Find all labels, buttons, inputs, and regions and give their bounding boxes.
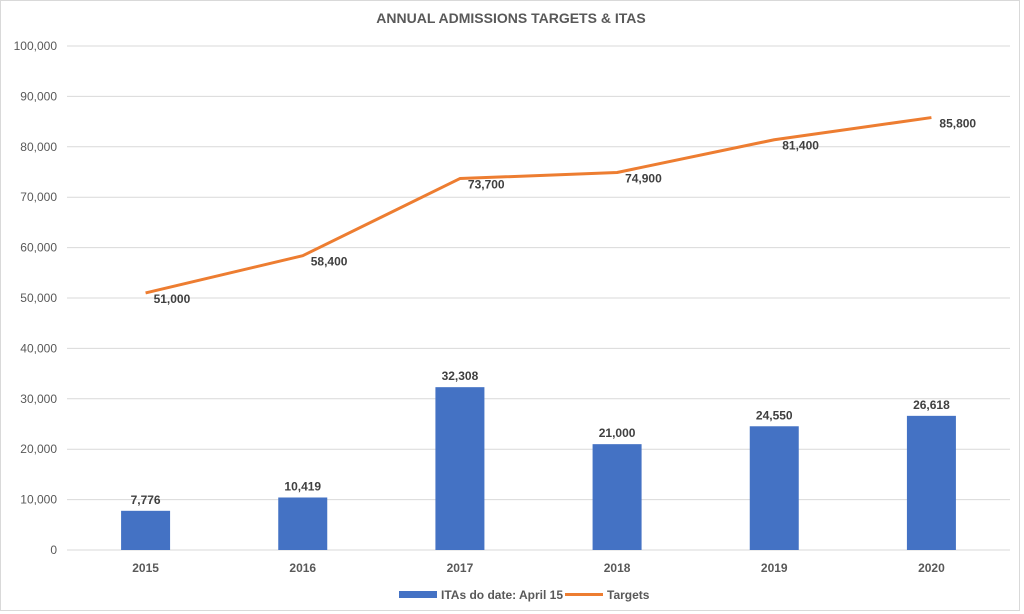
x-category-label: 2019 <box>761 561 788 575</box>
y-tick-label: 10,000 <box>20 493 57 507</box>
legend-label-itas: ITAs do date: April 15 <box>441 588 563 602</box>
bar-data-label: 7,776 <box>131 493 161 507</box>
x-category-label: 2016 <box>289 561 316 575</box>
x-category-label: 2015 <box>132 561 159 575</box>
y-tick-label: 70,000 <box>20 190 57 204</box>
legend-label-targets: Targets <box>607 588 650 602</box>
y-axis-ticks: 0 10,000 20,000 30,000 40,000 50,000 60,000 70,… <box>14 39 58 557</box>
y-tick-label: 40,000 <box>20 341 57 355</box>
chart-title: ANNUAL ADMISSIONS TARGETS & ITAS <box>376 10 645 26</box>
y-tick-label: 80,000 <box>20 140 57 154</box>
legend: ITAs do date: April 15 Targets <box>399 588 650 602</box>
targets-line <box>145 116 932 295</box>
bar <box>906 415 956 550</box>
legend-swatch-itas <box>399 591 437 598</box>
y-tick-label: 90,000 <box>20 89 57 103</box>
bar <box>592 444 642 550</box>
bar <box>121 510 171 550</box>
bar-series-itas: 7,776 10,419 32,308 21,000 24,550 26,618 <box>121 369 956 550</box>
gridlines <box>67 45 1010 551</box>
line-data-label: 74,900 <box>625 172 662 186</box>
line-series-targets: 51,000 58,400 73,700 74,900 81,400 85,800 <box>145 116 976 306</box>
bar-data-label: 21,000 <box>599 426 636 440</box>
x-category-label: 2018 <box>604 561 631 575</box>
x-axis-categories: 2015 2016 2017 2018 2019 2020 <box>132 561 945 575</box>
y-tick-label: 0 <box>50 543 57 557</box>
y-tick-label: 20,000 <box>20 442 57 456</box>
x-category-label: 2017 <box>447 561 474 575</box>
bar <box>278 497 328 550</box>
bar-data-label: 10,419 <box>284 479 321 493</box>
x-category-label: 2020 <box>918 561 945 575</box>
line-data-label: 73,700 <box>468 178 505 192</box>
y-tick-label: 50,000 <box>20 291 57 305</box>
line-data-label: 51,000 <box>154 292 191 306</box>
y-tick-label: 100,000 <box>14 39 58 53</box>
bar-data-label: 24,550 <box>756 408 793 422</box>
y-tick-label: 30,000 <box>20 392 57 406</box>
bar <box>435 387 485 550</box>
line-data-label: 58,400 <box>311 255 348 269</box>
bar-data-label: 32,308 <box>442 369 479 383</box>
bar-data-label: 26,618 <box>913 398 950 412</box>
bar <box>749 426 799 550</box>
y-tick-label: 60,000 <box>20 241 57 255</box>
line-data-label: 85,800 <box>939 117 976 131</box>
line-data-label: 81,400 <box>782 139 819 153</box>
